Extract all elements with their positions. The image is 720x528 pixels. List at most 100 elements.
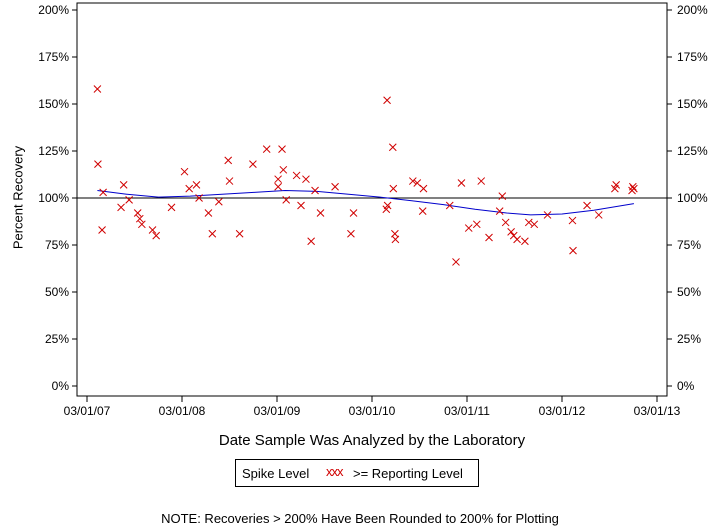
data-point [274, 175, 282, 184]
data-point-stroke [418, 207, 427, 216]
data-point-stroke [583, 201, 591, 210]
data-point [485, 233, 493, 242]
data-point-stroke [383, 201, 392, 210]
x-tick-label: 03/01/12 [539, 404, 586, 418]
data-point [498, 192, 507, 200]
data-point-stroke [513, 235, 521, 244]
data-point-stroke [292, 171, 301, 180]
data-point [418, 207, 427, 216]
x-tick-label: 03/01/07 [64, 404, 111, 418]
data-point-stroke [148, 226, 157, 234]
data-point [630, 184, 638, 193]
data-point-stroke [630, 184, 638, 193]
legend-marker-icon: xxx [326, 464, 343, 479]
data-point [388, 143, 397, 152]
data-point-stroke [347, 229, 355, 238]
data-point-stroke [413, 179, 422, 187]
data-point [464, 224, 473, 232]
data-point [331, 182, 339, 191]
data-point [135, 214, 144, 223]
data-point [457, 179, 466, 187]
data-point [543, 211, 552, 219]
data-point [568, 216, 577, 225]
data-point [292, 171, 301, 180]
data-point-stroke [408, 177, 417, 185]
data-point [612, 180, 621, 189]
data-point [249, 160, 257, 169]
data-point [445, 201, 454, 210]
data-point [583, 201, 591, 210]
data-point-stroke [274, 182, 282, 191]
data-point-stroke [204, 209, 213, 217]
data-point-stroke [612, 180, 621, 189]
trend-line [97, 189, 634, 216]
data-point [521, 237, 529, 246]
data-point-stroke [485, 233, 493, 242]
data-point [148, 226, 157, 234]
data-point [125, 196, 133, 204]
data-point-stroke [594, 211, 603, 219]
data-point [224, 156, 233, 165]
data-points [93, 85, 638, 266]
data-point [530, 220, 539, 229]
x-tick-label: 03/01/10 [349, 404, 396, 418]
data-point [94, 160, 102, 169]
y-tick-label-left: 150% [38, 97, 69, 111]
x-tick-label: 03/01/09 [254, 404, 301, 418]
legend-entry-label: >= Reporting Level [353, 466, 463, 481]
data-point-stroke [125, 196, 133, 204]
data-point-stroke [349, 209, 358, 217]
data-point-stroke [225, 177, 234, 185]
data-point [311, 186, 319, 195]
data-point-stroke [569, 246, 577, 255]
data-point [349, 209, 358, 217]
data-point-stroke [389, 184, 398, 193]
data-point [472, 220, 481, 229]
footnote: NOTE: Recoveries > 200% Have Been Rounde… [161, 511, 559, 526]
data-point-stroke [307, 237, 316, 246]
data-point-stroke [152, 231, 161, 240]
data-point [408, 177, 417, 185]
data-point-stroke [214, 197, 223, 206]
data-point [389, 184, 398, 193]
data-point-stroke [302, 175, 310, 184]
data-point [93, 85, 102, 93]
data-point-stroke [94, 160, 102, 169]
x-tick-label: 03/01/08 [159, 404, 206, 418]
data-point-stroke [530, 220, 539, 229]
data-point [235, 229, 244, 238]
data-point-stroke [133, 209, 142, 217]
data-point-stroke [135, 214, 144, 223]
data-point [297, 201, 305, 210]
data-point [138, 220, 146, 229]
data-point-stroke [224, 156, 233, 165]
data-point-stroke [208, 229, 217, 238]
data-point [278, 145, 286, 153]
data-point-stroke [507, 227, 515, 236]
y-tick-label-left: 100% [38, 191, 69, 205]
data-point-stroke [331, 182, 339, 191]
data-point [569, 246, 577, 255]
y-tick-label-right: 200% [677, 3, 708, 17]
data-point [279, 165, 288, 174]
data-point-stroke [477, 177, 486, 185]
data-point [208, 229, 217, 238]
data-point-stroke [262, 145, 271, 153]
data-point [274, 182, 282, 191]
data-point [204, 209, 213, 217]
data-point-stroke [297, 201, 305, 210]
data-point-stroke [419, 184, 428, 193]
data-point [501, 218, 510, 227]
y-tick-label-right: 25% [677, 332, 701, 346]
data-point [302, 175, 310, 184]
data-point-stroke [464, 224, 473, 232]
data-point-stroke [180, 167, 189, 176]
data-point-stroke [316, 209, 325, 217]
data-point [495, 207, 504, 216]
data-point-stroke [117, 203, 125, 212]
data-point-stroke [543, 211, 552, 219]
data-point [307, 237, 316, 246]
data-point [383, 201, 392, 210]
data-point-stroke [185, 184, 194, 193]
x-tick-label: 03/01/13 [634, 404, 681, 418]
